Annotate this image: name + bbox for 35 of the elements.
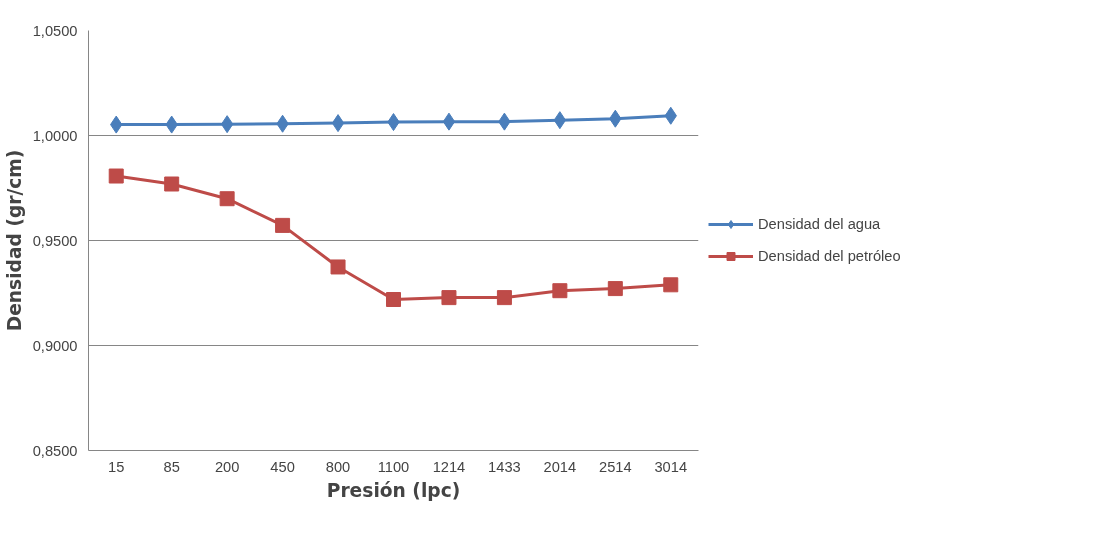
- legend-label: Densidad del agua: [758, 216, 881, 232]
- point: [331, 114, 345, 133]
- point: [219, 191, 235, 207]
- y-tick-label: 0,8500: [32, 442, 78, 459]
- point: [553, 111, 567, 130]
- point: [330, 259, 346, 275]
- y-tick-label: 1,0500: [32, 22, 78, 39]
- point: [386, 292, 401, 308]
- y-tick-label: 0,9000: [32, 337, 78, 354]
- point: [663, 277, 679, 293]
- point: [108, 168, 124, 184]
- legend-label: Densidad del petróleo: [758, 248, 901, 264]
- x-tick-label: 3014: [654, 458, 688, 475]
- point: [607, 281, 623, 297]
- point: [275, 217, 291, 233]
- point: [164, 176, 180, 192]
- x-tick-label: 85: [163, 458, 180, 475]
- x-tick-label: 450: [270, 458, 295, 475]
- y-axis-title: Densidad (gr/cm): [3, 149, 25, 332]
- x-tick-label: 1433: [488, 458, 521, 475]
- point: [441, 290, 457, 306]
- y-tick-label: 1,0000: [32, 127, 78, 144]
- point: [496, 290, 512, 306]
- point: [442, 112, 456, 131]
- point: [552, 283, 568, 299]
- x-tick-label: 200: [214, 458, 240, 475]
- x-tick-label: 1214: [432, 458, 466, 475]
- x-tick-label: 2014: [543, 458, 577, 475]
- x-tick-label: 800: [325, 458, 351, 475]
- point: [220, 115, 234, 134]
- x-tick-label: 2514: [599, 458, 632, 475]
- x-axis-title: Presión (lpc): [326, 479, 461, 501]
- x-tick-label: 1100: [377, 458, 410, 475]
- x-tick-label: 15: [108, 458, 125, 475]
- y-tick-label: 0,9500: [32, 232, 78, 249]
